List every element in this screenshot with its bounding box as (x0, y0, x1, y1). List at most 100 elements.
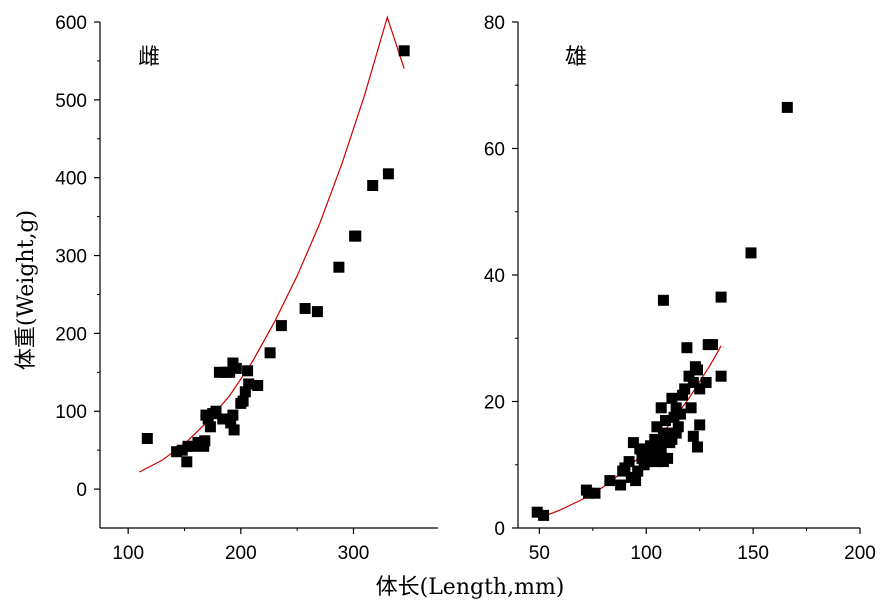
right-data-point (687, 430, 699, 442)
right-data-point (666, 392, 678, 404)
left-data-point (275, 320, 287, 332)
left-data-point (141, 433, 153, 444)
left-data-point (230, 362, 242, 374)
right-data-point (694, 419, 706, 431)
left-data-point (171, 446, 183, 458)
right-x-tick-label: 150 (737, 543, 769, 564)
right-data-point (694, 383, 706, 395)
right-data-point (745, 247, 757, 259)
left-y-tick-label: 100 (55, 402, 87, 423)
left-data-point (398, 45, 410, 57)
right-data-point (670, 402, 682, 414)
right-data-point (649, 433, 661, 445)
right-data-point (672, 421, 684, 433)
right-data-point (681, 342, 693, 354)
left-data-point (227, 409, 239, 421)
right-data-point (675, 408, 686, 420)
right-data-point (668, 411, 680, 423)
right-data-point (642, 456, 654, 468)
y-axis-title: 体重(Weight,g) (14, 210, 39, 370)
left-data-point (204, 421, 216, 433)
right-data-point (636, 452, 648, 464)
right-panel: 雄 50 100 150 200 0 20 40 60 80 (484, 13, 876, 564)
right-data-point (692, 364, 703, 376)
right-data-point (651, 421, 663, 433)
left-y-tick-label: 300 (55, 247, 87, 268)
right-x-tick-label: 100 (630, 543, 662, 564)
right-data-point (647, 449, 659, 461)
right-data-point (640, 446, 652, 458)
left-data-point (350, 230, 362, 242)
right-x-tick-label: 200 (844, 543, 876, 564)
right-data-point (715, 370, 727, 382)
right-data-point (583, 487, 594, 499)
right-data-point (655, 402, 667, 414)
right-data-point (604, 475, 616, 487)
left-data-point (213, 366, 225, 378)
right-data-point (781, 101, 793, 113)
right-y-tick-label: 0 (494, 519, 505, 540)
left-x-tick-label: 300 (338, 543, 370, 564)
right-y-tick-label: 40 (484, 266, 505, 287)
left-y-tick-label: 400 (55, 169, 87, 190)
right-data-point (623, 456, 635, 468)
left-data-point (242, 365, 254, 377)
left-data-point (192, 436, 204, 448)
left-panel: 雌 100 200 300 0 100 200 300 400 500 600 (55, 13, 438, 564)
right-data-point (660, 415, 671, 426)
right-data-point (589, 487, 601, 499)
right-data-point (662, 452, 674, 464)
right-data-point (630, 475, 642, 487)
left-data-point (176, 444, 188, 456)
left-x-tick-label: 100 (112, 543, 144, 564)
left-data-point (252, 380, 264, 391)
left-y-tick-label: 500 (55, 91, 87, 112)
left-y-tick-label: 600 (55, 13, 87, 34)
right-y-tick-label: 60 (484, 140, 505, 161)
x-axis-title: 体长(Length,mm) (376, 575, 565, 600)
right-data-point (670, 427, 682, 439)
left-data-point (182, 440, 194, 452)
left-data-point (181, 456, 193, 468)
right-panel-label: 雄 (565, 45, 587, 70)
left-data-point (333, 261, 345, 273)
left-data-point (299, 303, 311, 314)
left-data-point (228, 424, 240, 436)
left-data-point (217, 413, 229, 425)
left-fit-curve (139, 15, 405, 473)
left-data-point (382, 168, 394, 180)
right-data-point (634, 443, 646, 455)
right-y-tick-label: 20 (484, 393, 505, 414)
right-data-point (683, 370, 695, 382)
right-data-point (662, 427, 674, 439)
right-data-point (679, 383, 691, 395)
right-data-point (538, 509, 550, 521)
left-data-point (224, 366, 236, 378)
right-data-point (692, 441, 703, 453)
left-y-tick-label: 200 (55, 324, 87, 345)
right-data-point (707, 339, 718, 351)
right-data-point (687, 377, 699, 388)
right-data-point (615, 479, 627, 491)
left-data-point (264, 347, 276, 359)
right-data-point (715, 291, 727, 303)
left-data-point (210, 405, 222, 417)
left-data-point (311, 306, 323, 318)
left-panel-label: 雌 (138, 45, 160, 70)
right-data-point (666, 433, 678, 445)
left-data-point (237, 395, 249, 407)
right-data-point (653, 440, 665, 452)
left-data-point (225, 417, 237, 429)
left-x-tick-label: 200 (225, 543, 257, 564)
right-data-point (655, 446, 667, 458)
left-y-tick-label: 0 (76, 480, 87, 501)
left-data-point (239, 386, 251, 398)
right-fit-curve (543, 345, 722, 518)
right-data-point (531, 506, 543, 518)
right-data-point (627, 437, 639, 449)
right-data-point (619, 462, 631, 474)
right-x-tick-label: 50 (529, 543, 550, 564)
right-data-point (685, 402, 697, 414)
right-data-point (657, 294, 669, 306)
